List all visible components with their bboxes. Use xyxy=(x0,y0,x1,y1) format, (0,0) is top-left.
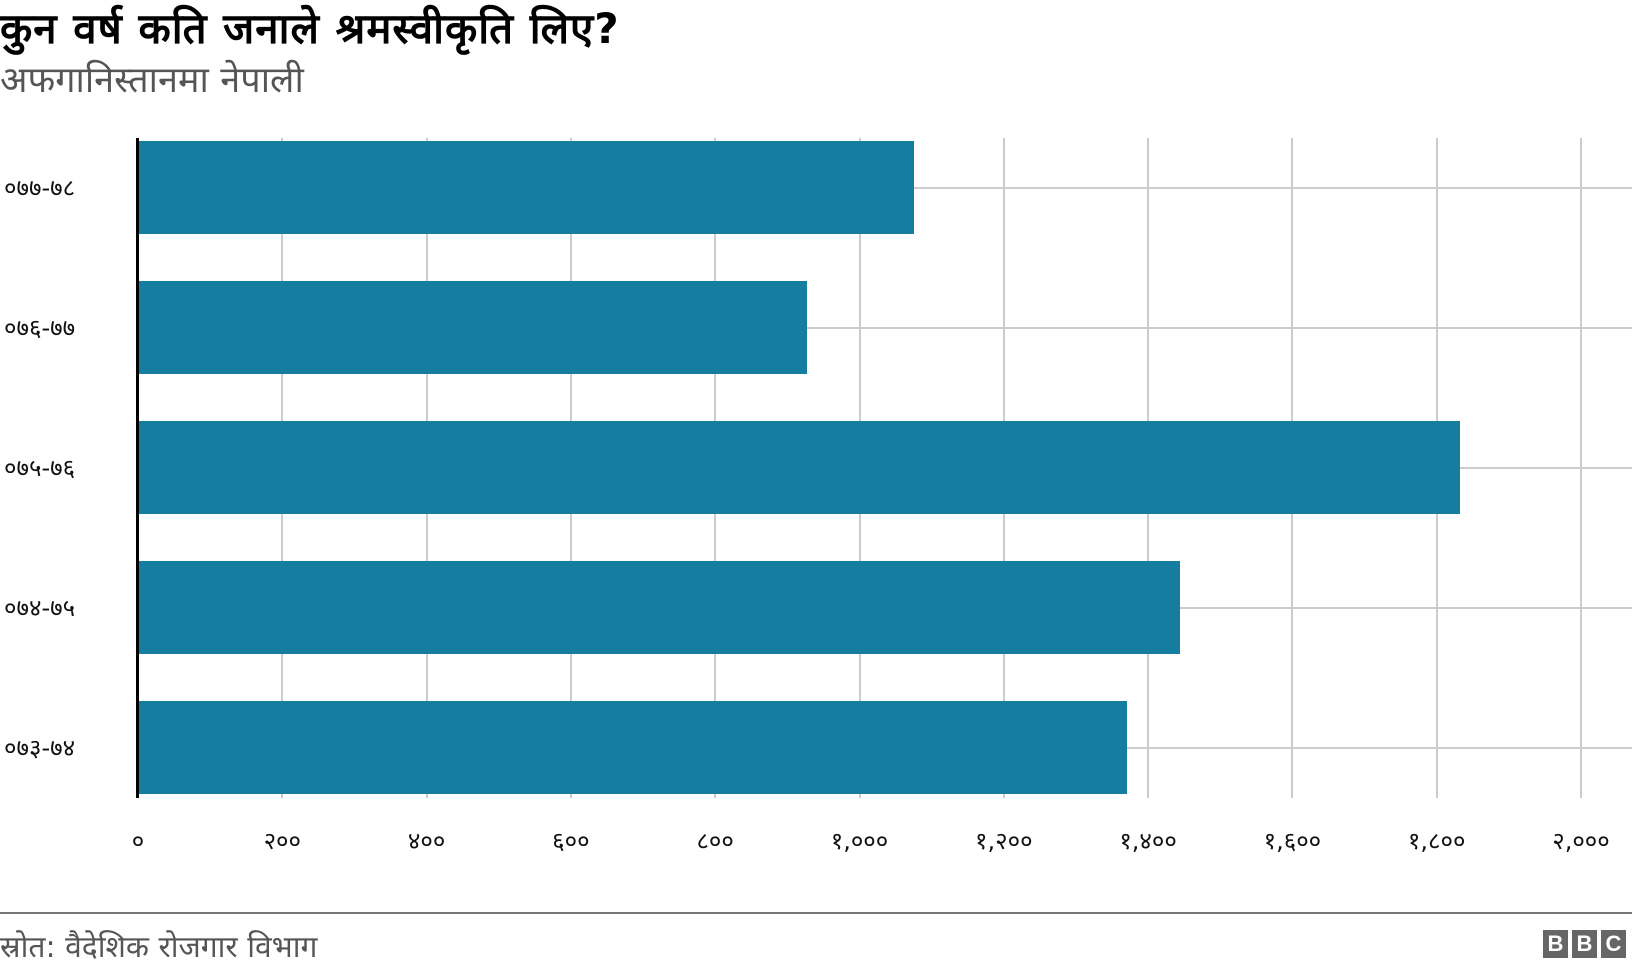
chart-subtitle: अफगानिस्तानमा नेपाली xyxy=(0,60,304,101)
x-tick-label: १,२०० xyxy=(975,827,1033,855)
x-tick-label: २०० xyxy=(263,827,302,855)
x-tick-label: ६०० xyxy=(552,827,590,855)
x-tick-label: १,६०० xyxy=(1263,827,1322,855)
y-category-label: ०७४-७५ xyxy=(4,593,76,622)
y-gridline xyxy=(1125,746,1632,749)
x-tick-label: ८०० xyxy=(696,827,734,855)
y-gridline xyxy=(1179,606,1632,609)
y-axis-line xyxy=(136,138,139,798)
y-gridline xyxy=(806,326,1632,329)
bar[interactable] xyxy=(139,701,1127,794)
chart-title: कुन वर्ष कति जनाले श्रमस्वीकृति लिए? xyxy=(0,4,620,53)
y-category-label: ०७६-७७ xyxy=(4,313,76,342)
y-category-label: ०७३-७४ xyxy=(4,733,76,762)
bar[interactable] xyxy=(139,141,914,234)
bar[interactable] xyxy=(139,421,1461,514)
bar[interactable] xyxy=(139,561,1181,654)
bbc-logo-letter: C xyxy=(1601,930,1626,958)
bbc-logo-letter: B xyxy=(1572,930,1597,958)
bbc-logo: B B C xyxy=(1543,930,1626,958)
x-tick-label: १,८०० xyxy=(1407,827,1466,855)
bar[interactable] xyxy=(139,281,808,374)
source-note: स्रोत: वैदेशिक रोजगार विभाग xyxy=(0,930,318,965)
bbc-logo-letter: B xyxy=(1543,930,1568,958)
x-tick-label: ४०० xyxy=(407,827,446,855)
x-tick-label: २,००० xyxy=(1552,827,1610,855)
y-gridline xyxy=(1459,466,1632,469)
y-category-label: ०७५-७६ xyxy=(4,453,76,482)
footer-divider xyxy=(0,912,1632,914)
y-gridline xyxy=(912,186,1632,189)
x-tick-label: १,४०० xyxy=(1119,827,1177,855)
y-category-label: ०७७-७८ xyxy=(4,173,76,202)
x-tick-label: १,००० xyxy=(830,827,889,855)
x-tick-label: ० xyxy=(131,827,145,855)
